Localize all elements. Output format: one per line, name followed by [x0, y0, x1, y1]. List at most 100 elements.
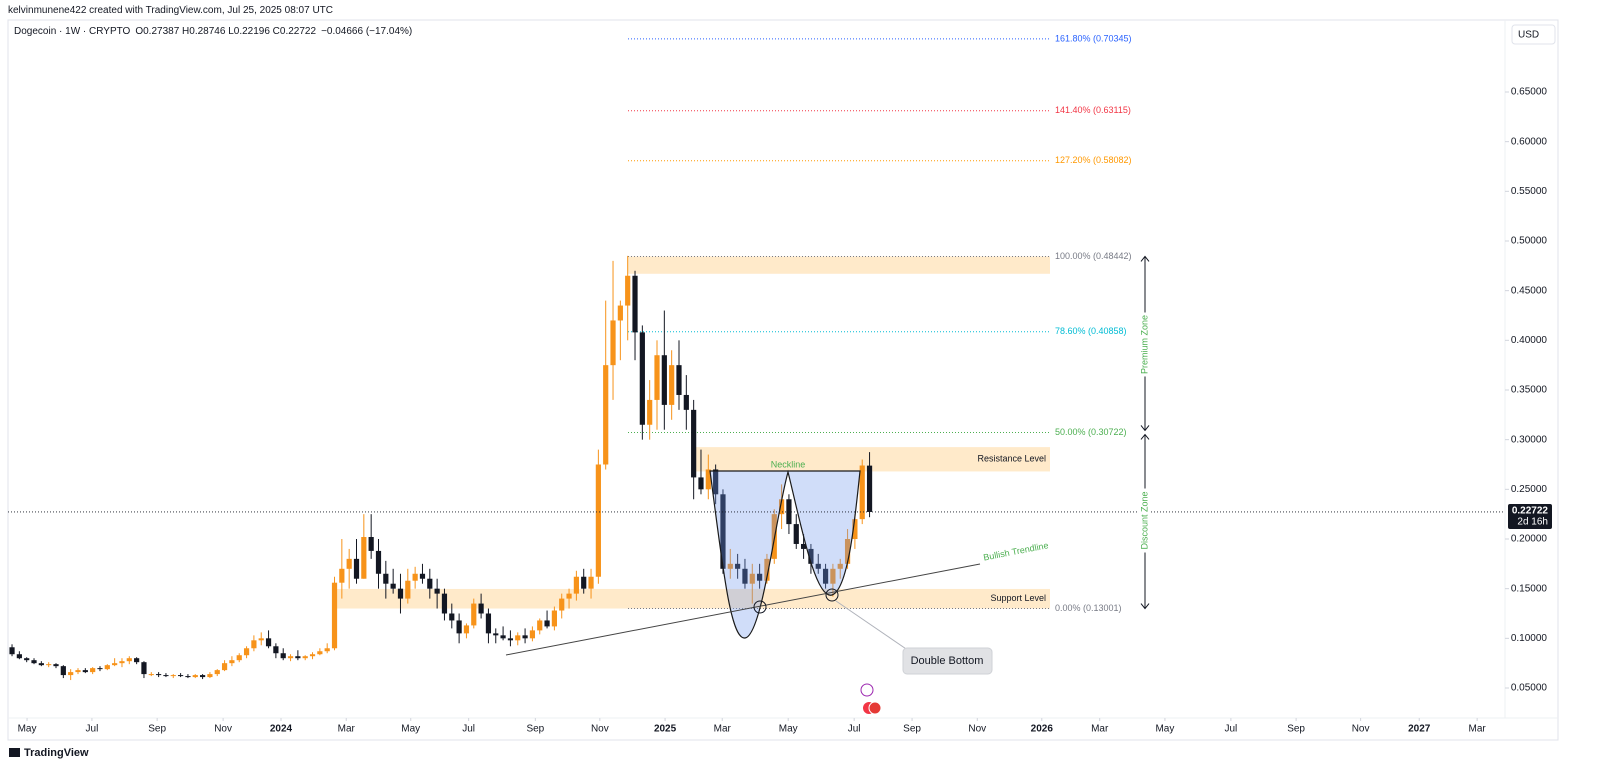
- candle-body: [471, 603, 477, 626]
- candle-body: [610, 320, 616, 366]
- candle-body: [617, 305, 623, 321]
- x-tick-label: Sep: [1287, 724, 1305, 735]
- candle-body: [808, 548, 814, 564]
- candle-body: [163, 675, 169, 677]
- candle-body: [735, 563, 741, 569]
- x-tick-label: Nov: [1352, 724, 1370, 735]
- candle-body: [742, 568, 748, 584]
- candle-body: [383, 573, 389, 584]
- ohlc: O0.27387 H0.28746 L0.22196 C0.22722: [135, 26, 317, 37]
- candle-body: [632, 275, 638, 333]
- candle-body: [463, 625, 470, 634]
- candle-body: [830, 568, 836, 584]
- candle-body: [676, 365, 682, 395]
- x-tick-label: Sep: [903, 724, 921, 735]
- y-tick-label: 0.50000: [1511, 236, 1548, 247]
- candle-body: [779, 499, 785, 515]
- candle-body: [749, 573, 755, 584]
- candle-body: [566, 593, 572, 599]
- x-tick-label: Nov: [968, 724, 986, 735]
- y-tick-label: 0.45000: [1511, 285, 1548, 296]
- candle-body: [295, 656, 301, 659]
- zone: [695, 447, 1050, 472]
- candle-body: [713, 469, 719, 495]
- candle-body: [46, 664, 52, 666]
- candle-body: [852, 519, 858, 539]
- candle-body: [522, 635, 528, 639]
- neckline-label: Neckline: [771, 459, 806, 469]
- fib-label: 0.00% (0.13001): [1055, 603, 1122, 613]
- candle-body: [375, 550, 382, 574]
- x-tick-label: 2026: [1031, 724, 1054, 735]
- candle-body: [207, 674, 213, 678]
- price-tag-value: 0.22722: [1512, 506, 1549, 517]
- fib-label: 161.80% (0.70345): [1055, 33, 1132, 43]
- currency-label: USD: [1518, 30, 1539, 41]
- candle-body: [390, 583, 396, 589]
- candle-body: [581, 576, 587, 589]
- bottom-circle: [753, 600, 767, 614]
- candle-body: [309, 654, 316, 657]
- callout-line: [835, 600, 916, 656]
- candle-body: [507, 638, 514, 641]
- candle-body: [302, 656, 308, 659]
- candle-body: [537, 620, 543, 631]
- candle-body: [588, 576, 594, 589]
- candle-body: [449, 613, 455, 621]
- candle-body: [698, 477, 704, 490]
- zone-label: Discount Zone: [1139, 491, 1149, 549]
- candle-body: [529, 630, 536, 639]
- candle-body: [353, 558, 360, 579]
- zone-label-bg: [1139, 312, 1151, 377]
- arrow-head: [1140, 433, 1150, 440]
- trendline-label: Bullish Trendline: [983, 540, 1050, 562]
- candle-body: [647, 399, 653, 425]
- event-icon: [868, 701, 882, 715]
- candle-body: [544, 620, 550, 627]
- currency-box: [1511, 24, 1556, 45]
- candle-body: [112, 663, 118, 666]
- candle-body: [412, 573, 418, 581]
- x-tick-label: Mar: [338, 724, 356, 735]
- candle-body: [691, 409, 697, 478]
- x-tick-label: Sep: [526, 724, 544, 735]
- callout-text: Double Bottom: [911, 655, 984, 667]
- candle-body: [559, 598, 565, 611]
- x-tick-label: Nov: [214, 724, 232, 735]
- candle-body: [405, 580, 411, 599]
- x-tick-label: Mar: [1091, 724, 1109, 735]
- candle-body: [317, 651, 323, 655]
- y-tick-label: 0.05000: [1511, 683, 1548, 694]
- candle-body: [331, 582, 338, 649]
- candle-body: [236, 655, 242, 661]
- trendline: [505, 563, 981, 656]
- candle-body: [178, 675, 184, 677]
- candle-body: [134, 658, 140, 663]
- candle-body: [324, 648, 330, 652]
- callout-box: [902, 647, 993, 675]
- candle-body: [515, 635, 521, 641]
- candle-body: [683, 394, 689, 410]
- candle-body: [221, 663, 228, 671]
- candle-body: [493, 633, 499, 636]
- candle-body: [859, 465, 865, 520]
- candles: [9, 255, 873, 681]
- candle-body: [573, 576, 579, 594]
- candle-body: [156, 674, 162, 676]
- candle-body: [273, 646, 279, 654]
- x-tick-label: May: [779, 724, 798, 735]
- candle-body: [727, 563, 733, 569]
- candle-body: [720, 494, 726, 569]
- candle-body: [280, 653, 286, 659]
- candle-body: [16, 654, 22, 659]
- candle-body: [68, 672, 74, 676]
- legend: Dogecoin · 1W · CRYPTO O0.27387 H0.28746…: [14, 26, 412, 37]
- candle-body: [53, 664, 59, 667]
- candle-body: [170, 675, 176, 677]
- y-tick-label: 0.40000: [1511, 335, 1548, 346]
- candle-body: [625, 275, 631, 306]
- credit: kelvinmunene422 created with TradingView…: [8, 5, 334, 16]
- symbol: Dogecoin · 1W · CRYPTO: [14, 26, 131, 37]
- fib-label: 100.00% (0.48442): [1055, 251, 1132, 261]
